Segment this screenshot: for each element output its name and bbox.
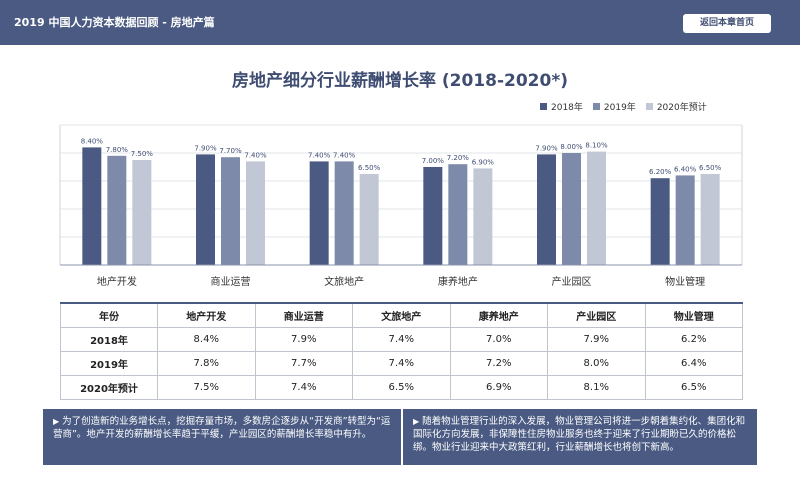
data-label: 7.80% <box>106 146 129 154</box>
table-cell: 8.0% <box>547 350 646 376</box>
legend-label-2020: 2020年预计 <box>656 103 707 113</box>
summary-note-left-text: 为了创造新的业务增长点，挖掘存量市场，多数房企逐步从“开发商”转型为“运营商”。… <box>53 416 391 440</box>
table-cell: 7.0% <box>449 326 548 352</box>
legend-swatch-2018 <box>540 103 547 110</box>
table-row-label: 2019年 <box>60 350 158 376</box>
table-cell: 6.4% <box>644 350 743 376</box>
data-label: 7.20% <box>447 154 470 162</box>
data-label: 7.50% <box>131 150 154 158</box>
back-to-chapter-button[interactable]: 返回本章首页 <box>683 14 771 33</box>
table-header-row: 年份 地产开发 商业运营 文旅地产 康养地产 产业园区 物业管理 <box>60 302 743 328</box>
data-label: 6.20% <box>649 168 672 176</box>
table-cell: 7.9% <box>547 326 646 352</box>
bar <box>246 161 265 265</box>
table-header-cell: 产业园区 <box>547 302 646 328</box>
summary-note-right: ▶ 随着物业管理行业的深入发展，物业管理公司将进一步朝着集约化、集团化和国际化方向… <box>403 409 757 465</box>
data-label: 8.10% <box>585 142 608 150</box>
table-header-cell: 康养地产 <box>449 302 548 328</box>
bar <box>675 175 695 265</box>
top-header-bar: 2019 中国人力资本数据回顾 - 房地产篇 返回本章首页 <box>0 0 800 45</box>
bar <box>562 153 581 265</box>
bar <box>587 151 606 265</box>
table-cell: 7.5% <box>157 374 256 400</box>
summary-note-right-text: 随着物业管理行业的深入发展，物业管理公司将进一步朝着集约化、集团化和国际化方向发… <box>413 416 746 453</box>
page-header-title: 2019 中国人力资本数据回顾 - 房地产篇 <box>14 16 215 29</box>
bar <box>334 161 354 265</box>
bar <box>473 168 493 265</box>
table-cell: 6.9% <box>449 374 548 400</box>
legend-label-2018: 2018年 <box>551 103 583 113</box>
bar <box>537 154 556 265</box>
x-tick-label: 商业运营 <box>211 275 251 288</box>
bar <box>221 157 240 265</box>
table-cell: 7.9% <box>254 326 353 352</box>
data-label: 7.00% <box>422 157 445 165</box>
bar <box>82 147 102 265</box>
table-cell: 6.2% <box>644 326 743 352</box>
bar <box>107 155 127 265</box>
summary-note-left: ▶ 为了创造新的业务增长点，挖掘存量市场，多数房企逐步从“开发商”转型为“运营商”… <box>43 409 401 465</box>
data-label: 7.90% <box>535 144 558 152</box>
triangle-right-icon: ▶ <box>53 417 60 426</box>
data-label: 7.90% <box>194 144 217 152</box>
chart-title: 房地产细分行业薪酬增长率 (2018-2020*) <box>231 71 569 91</box>
table-header-cell: 地产开发 <box>157 302 256 328</box>
x-tick-label: 地产开发 <box>97 275 137 288</box>
table-header-year: 年份 <box>60 302 158 328</box>
data-label: 7.40% <box>308 151 331 159</box>
legend-item-2020: 2020年预计 <box>645 100 707 113</box>
table-row-label: 2020年预计 <box>60 374 158 400</box>
table-cell: 7.4% <box>352 350 451 376</box>
data-table-container: 年份 地产开发 商业运营 文旅地产 康养地产 产业园区 物业管理 2018年 8… <box>60 302 743 400</box>
table-cell: 7.4% <box>352 326 451 352</box>
table-row: 2019年 7.8% 7.7% 7.4% 7.2% 8.0% 6.4% <box>60 350 743 376</box>
bar <box>448 164 468 265</box>
bar <box>423 167 443 265</box>
triangle-right-icon: ▶ <box>413 417 420 426</box>
x-tick-label: 康养地产 <box>438 275 478 288</box>
bar <box>196 154 215 265</box>
table-row: 2018年 8.4% 7.9% 7.4% 7.0% 7.9% 6.2% <box>60 326 743 352</box>
data-label: 6.40% <box>674 165 697 173</box>
table-cell: 6.5% <box>352 374 451 400</box>
table-cell: 7.7% <box>254 350 353 376</box>
table-header-cell: 商业运营 <box>254 302 353 328</box>
table-cell: 7.8% <box>157 350 256 376</box>
legend-label-2019: 2019年 <box>603 103 636 113</box>
legend-swatch-2019 <box>592 103 600 110</box>
data-label: 6.90% <box>472 158 495 166</box>
legend-item-2018: 2018年 <box>540 100 583 113</box>
data-label: 8.40% <box>81 137 104 145</box>
bar <box>700 174 720 265</box>
data-label: 7.40% <box>333 151 356 159</box>
x-tick-label: 文旅地产 <box>324 275 364 288</box>
legend-item-2019: 2019年 <box>592 100 636 113</box>
table-header-cell: 物业管理 <box>644 302 743 328</box>
data-label: 6.50% <box>699 164 722 172</box>
bar <box>359 174 379 265</box>
bar <box>132 160 152 265</box>
x-tick-label: 物业管理 <box>665 275 705 288</box>
x-tick-label: 产业园区 <box>552 275 592 288</box>
table-header-cell: 文旅地产 <box>352 302 451 328</box>
bar <box>650 178 670 265</box>
data-label: 8.00% <box>560 143 583 151</box>
data-label: 7.70% <box>219 147 242 155</box>
data-label: 6.50% <box>358 164 381 172</box>
table-cell: 8.1% <box>547 374 646 400</box>
table-cell: 7.4% <box>254 374 353 400</box>
table-cell: 7.2% <box>449 350 548 376</box>
chart-legend: 2018年 2019年 2020年预计 <box>540 100 707 113</box>
legend-swatch-2020 <box>645 103 653 110</box>
data-table: 年份 地产开发 商业运营 文旅地产 康养地产 产业园区 物业管理 2018年 8… <box>60 302 743 400</box>
table-row: 2020年预计 7.5% 7.4% 6.5% 6.9% 8.1% 6.5% <box>60 374 743 400</box>
table-cell: 6.5% <box>644 374 743 400</box>
data-label: 7.40% <box>244 151 267 159</box>
bar <box>309 161 329 265</box>
table-cell: 8.4% <box>157 326 256 352</box>
table-row-label: 2018年 <box>60 326 158 352</box>
